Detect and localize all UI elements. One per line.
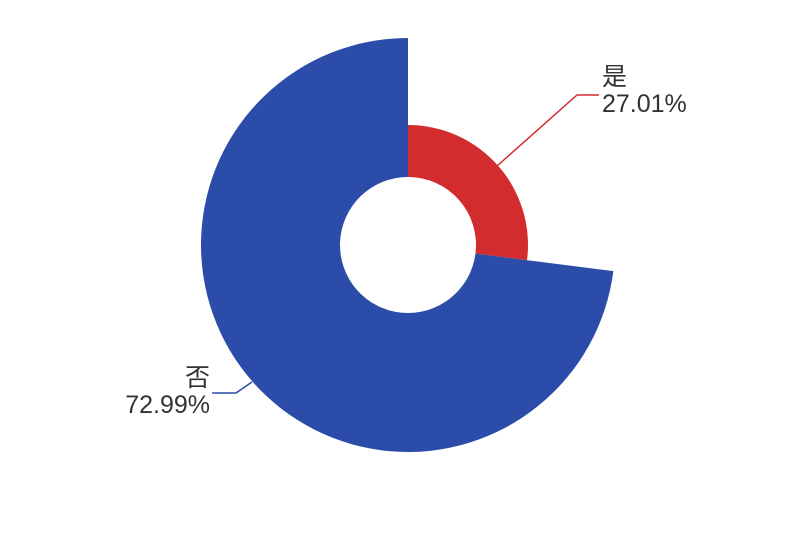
slice-label-yes-name: 是 xyxy=(602,63,628,91)
slice-label-no: 否 72.99% xyxy=(125,365,210,419)
slice-label-no-name: 否 xyxy=(184,364,210,392)
slice-label-yes-value: 27.01% xyxy=(602,90,687,118)
slice-label-yes: 是 27.01% xyxy=(602,64,687,118)
label-leader-line-no xyxy=(212,381,253,394)
pie-slice-no[interactable] xyxy=(200,38,614,453)
pie-slice-yes[interactable] xyxy=(408,125,528,261)
slice-label-no-value: 72.99% xyxy=(125,391,210,419)
label-leader-line-yes xyxy=(496,94,599,167)
